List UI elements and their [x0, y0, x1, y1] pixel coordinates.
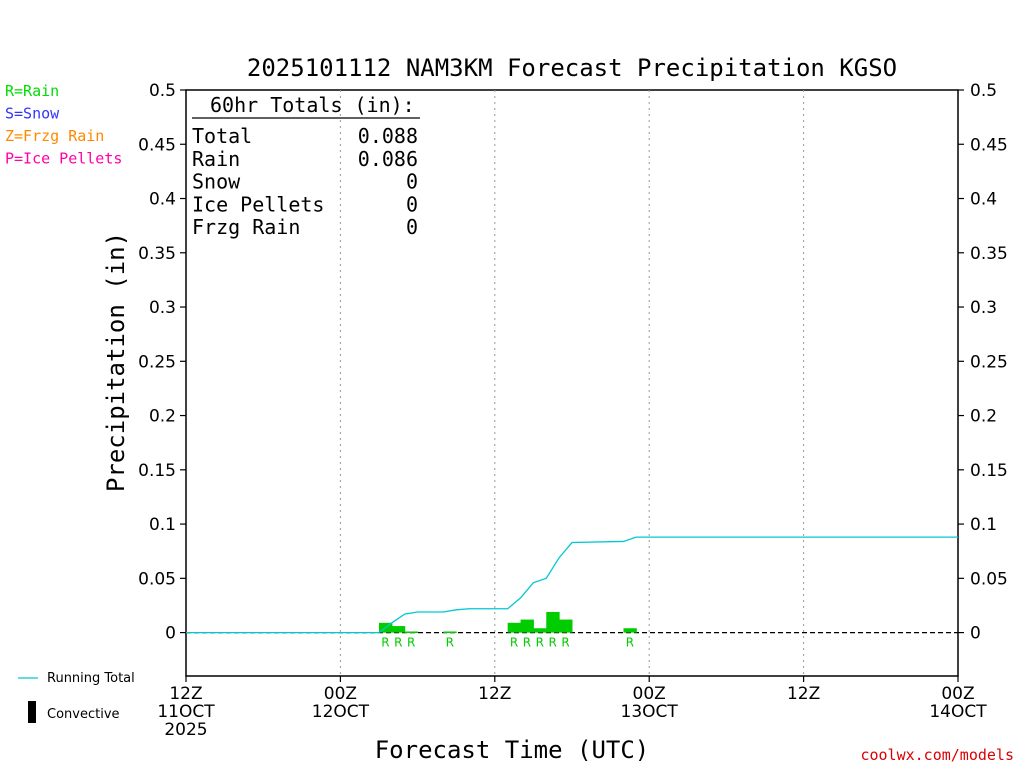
y-tick-label-right: 0.05: [970, 569, 1008, 589]
totals-row-value: 0: [406, 215, 418, 239]
bar-type-label: R: [510, 636, 518, 650]
y-tick-label-left: 0.05: [138, 569, 176, 589]
y-tick-label-left: 0.25: [138, 352, 176, 372]
bar-type-label: R: [446, 636, 454, 650]
convective-legend-label: Convective: [47, 707, 120, 722]
precip-legend-item: P=Ice Pellets: [5, 150, 122, 168]
x-tick-label: 00Z: [941, 684, 974, 704]
y-tick-label-left: 0: [165, 624, 176, 644]
y-tick-label-right: 0.45: [970, 135, 1008, 155]
grid-lines: [339, 90, 805, 676]
precip-legend-item: R=Rain: [5, 82, 59, 100]
bar-type-label: R: [381, 636, 389, 650]
x-axis-label: Forecast Time (UTC): [375, 736, 650, 764]
totals-row-label: Frzg Rain: [192, 215, 300, 239]
rain-bar: [623, 628, 637, 633]
rain-bar: [391, 626, 406, 633]
bar-type-label: R: [394, 636, 402, 650]
bar-type-label: R: [561, 636, 569, 650]
x-tick-label: 12Z: [787, 684, 820, 704]
credit-text: coolwx.com/models: [860, 746, 1014, 764]
x-tick-label: 00Z: [633, 684, 666, 704]
line-legend: Running Total Convective: [18, 671, 135, 723]
y-tick-label-left: 0.5: [149, 81, 176, 101]
rain-bar: [443, 631, 457, 634]
bar-type-label: R: [523, 636, 531, 650]
y-tick-label-left: 0.15: [138, 461, 176, 481]
x-tick-label: 13OCT: [621, 702, 679, 722]
y-tick-label-left: 0.4: [149, 190, 176, 210]
y-tick-label-right: 0.1: [970, 515, 997, 535]
y-tick-label-right: 0.15: [970, 461, 1008, 481]
y-tick-label-left: 0.2: [149, 407, 176, 427]
rain-bar: [507, 622, 522, 633]
y-tick-label-left: 0.1: [149, 515, 176, 535]
totals-rows: Total 0.088 Rain 0.086 Snow 0 Ice Pellets 0 Frzg…: [192, 124, 418, 239]
precip-legend-item: S=Snow: [5, 105, 60, 123]
y-tick-label-left: 0.45: [138, 135, 176, 155]
y-tick-label-right: 0.35: [970, 244, 1008, 264]
y-axis-right: 0 0.05 0.1 0.15 0.2 0.25 0.3 0.35 0.4 0.45 0.5: [958, 81, 1008, 644]
totals-row-label: Rain: [192, 147, 240, 171]
y-tick-label-right: 0: [970, 624, 981, 644]
x-tick-label: 11OCT: [157, 702, 215, 722]
x-tick-label: 12OCT: [312, 702, 370, 722]
chart-title: 2025101112 NAM3KM Forecast Precipitation…: [247, 54, 897, 82]
bar-type-label: R: [407, 636, 415, 650]
rain-bar: [533, 628, 547, 633]
bar-type-label: R: [536, 636, 544, 650]
totals-row-value: 0.086: [358, 147, 418, 171]
y-tick-label-right: 0.3: [970, 298, 997, 318]
y-tick-label-left: 0.35: [138, 244, 176, 264]
x-tick-label: 12Z: [169, 684, 202, 704]
rain-bar: [546, 611, 560, 633]
totals-row-label: Total: [192, 124, 252, 148]
y-tick-label-right: 0.2: [970, 407, 997, 427]
totals-header: 60hr Totals (in):: [210, 93, 415, 117]
x-tick-label: 12Z: [478, 684, 511, 704]
bar-type-label: R: [626, 636, 634, 650]
rain-bar: [559, 619, 573, 633]
totals-box: 60hr Totals (in): Total 0.088 Rain 0.086 Sno…: [192, 93, 420, 239]
y-tick-label-left: 0.3: [149, 298, 176, 318]
bar-type-label: R: [549, 636, 557, 650]
y-axis-left: 0 0.05 0.1 0.15 0.2 0.25 0.3 0.35 0.4 0.45 0.5: [138, 81, 186, 644]
x-tick-label: 14OCT: [929, 702, 987, 722]
x-tick-label: 2025: [164, 720, 207, 740]
totals-row-label: Ice Pellets: [192, 192, 324, 216]
x-tick-label: 00Z: [324, 684, 357, 704]
totals-row-value: 0: [406, 170, 418, 194]
running-total-legend-label: Running Total: [47, 671, 135, 686]
y-tick-label-right: 0.5: [970, 81, 997, 101]
convective-swatch: [28, 701, 36, 723]
running-total-line: [186, 536, 958, 634]
y-tick-label-right: 0.4: [970, 190, 997, 210]
rain-bars: [379, 611, 637, 634]
plot-frame: [185, 89, 959, 677]
precip-legend-item: Z=Frzg Rain: [5, 127, 104, 145]
rain-bar: [520, 619, 534, 633]
y-tick-label-right: 0.25: [970, 352, 1008, 372]
totals-row-label: Snow: [192, 170, 241, 194]
totals-row-value: 0: [406, 192, 418, 216]
y-axis-label: Precipitation (in): [102, 232, 130, 492]
precip-type-legend: R=Rain S=Snow Z=Frzg Rain P=Ice Pellets: [5, 82, 122, 168]
totals-row-value: 0.088: [358, 124, 418, 148]
rain-bar: [404, 631, 419, 634]
